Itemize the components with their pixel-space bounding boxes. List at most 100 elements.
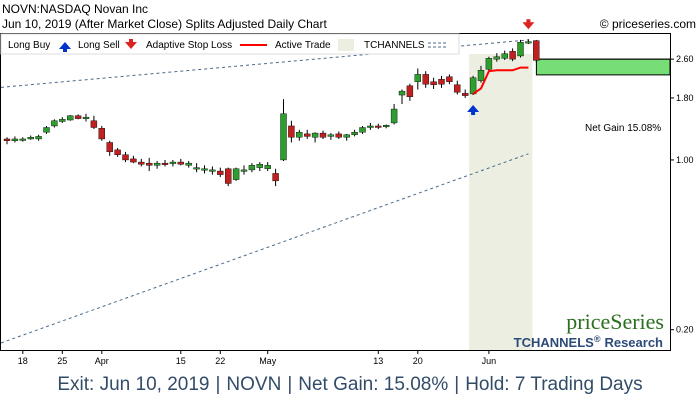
watermark-product: TCHANNELS® Research [514,334,663,350]
candle-body [161,162,169,165]
watermark-research: Research [604,335,663,350]
watermark-brand: priceSeries [566,309,664,334]
candle-body [288,125,295,138]
x-tick-label: 15 [176,356,186,366]
candle-body [296,132,303,138]
candle-body [509,51,516,60]
candle-body [122,154,129,161]
candle-body [264,165,271,169]
candle-body [35,136,42,140]
candle-body [469,77,477,95]
candle-body [153,162,161,166]
candle-body [422,74,429,85]
net-gain-label: Net Gain 15.08% [585,123,661,134]
long-sell-arrow-icon [522,19,535,30]
candle-body [240,169,248,172]
candle-body [130,158,137,163]
candle-body [27,137,34,140]
candle-body [454,84,461,93]
candle-body [74,115,82,119]
x-tick-label: Apr [95,356,109,366]
candle-body [319,132,327,138]
x-tick-label: 18 [18,356,28,366]
footer-exit: Exit: Jun 10, 2019 [57,374,210,395]
candle-body [383,125,390,127]
trade-summary-footer: Exit: Jun 10, 2019 | NOVN | Net Gain: 15.08%… [0,372,700,400]
tchannel-upper-line [0,39,529,88]
candle-body [343,134,350,138]
x-axis: 18 25 Apr 15 22 May 13 20 Jun [18,350,496,366]
candle-body [145,162,153,166]
candle-body [90,120,98,128]
candle-body [98,128,106,140]
candle-body [224,168,232,184]
footer-separator: | [287,374,293,395]
long-buy-arrow-icon [467,105,480,116]
candle-body [51,120,58,127]
candle-body [462,93,469,96]
x-tick-label: 22 [215,356,225,366]
candle-body [359,127,366,133]
candle-body [446,76,453,82]
net-gain-box [535,58,671,76]
legend-long-buy-label: Long Buy [8,40,50,51]
active-trade-region [469,54,533,350]
candle-body [272,173,279,182]
footer-symbol: NOVN [226,374,282,395]
candle-body [525,41,532,44]
candle-body [177,161,185,165]
x-tick-label: Jun [482,356,497,366]
candle-body [398,90,406,96]
tchannel-lower-line [0,153,529,344]
adaptive-stop-loss-line [472,66,529,95]
candle-body [501,53,508,59]
candle-body [138,161,145,165]
legend-active-trade-swatch [338,39,354,51]
candle-body [493,56,500,60]
candle-body [209,169,216,172]
candle-body [311,132,319,138]
candle-body [201,168,208,171]
candle-body [390,108,398,124]
legend: Long Buy Long Sell Adaptive Stop Loss Ac… [0,33,460,55]
candle-body [3,138,11,141]
candle-body [59,119,66,122]
candle-body [11,138,19,141]
candle-body [43,127,50,133]
y-tick-label: 1.00 [676,155,694,165]
candle-body [406,85,414,97]
legend-sell-arrow-icon [125,39,137,49]
candle-body [66,115,74,121]
footer-hold: Hold: 7 Trading Days [465,374,643,395]
y-axis: 0.20 1.00 1.80 2.60 [670,54,694,335]
x-tick-label: 20 [413,356,423,366]
candle-body [367,125,374,128]
candle-body [232,168,240,180]
candle-body [351,132,358,135]
legend-active-trade-label: Active Trade [275,40,331,51]
legend-tchannels-label: TCHANNELS [364,40,425,51]
candle-body [477,70,485,81]
candle-body [106,142,113,153]
y-tick-label: 2.60 [676,54,694,64]
candle-body [169,161,177,164]
footer-separator: | [215,374,221,395]
candle-body [327,134,335,137]
x-tick-label: 25 [57,356,67,366]
footer-separator: | [454,374,460,395]
candle-body [375,125,382,128]
candle-body [19,138,26,141]
legend-stop-loss-label: Adaptive Stop Loss [146,40,232,51]
y-tick-label: 0.20 [676,325,694,335]
y-tick-label: 1.80 [676,93,694,103]
x-tick-label: May [259,356,277,366]
x-tick-label: 13 [373,356,383,366]
candle-body [248,165,256,171]
candle-body [414,74,421,82]
candle-body [82,116,90,119]
candle-body [335,133,342,138]
watermark-reg-mark: ® [594,334,601,344]
candle-body [485,58,493,70]
chart-subtitle: Jun 10, 2019 (After Market Close) Splits… [2,17,327,31]
copyright-text: © priceseries.com [599,17,696,31]
